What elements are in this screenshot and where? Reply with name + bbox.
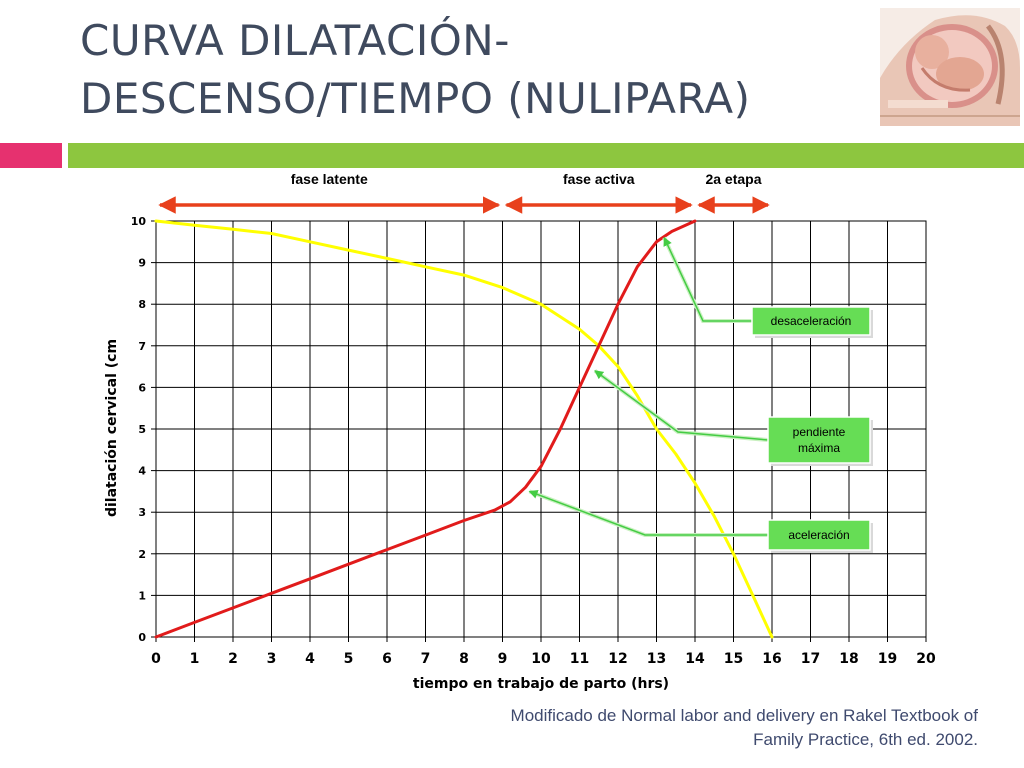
x-tick-label: 14 (685, 651, 705, 667)
acceleration-callout-arrow (528, 490, 768, 536)
x-tick-label: 12 (608, 651, 627, 667)
x-tick-label: 3 (267, 651, 277, 667)
y-tick-label: 0 (138, 631, 146, 644)
y-axis-title: dilatación cervical (cm (104, 339, 120, 517)
acceleration-callout-label-line: aceleración (788, 528, 849, 542)
y-tick-label: 4 (138, 465, 146, 478)
y-tick-label: 2 (138, 548, 146, 561)
acceleration-callout-label: aceleración (788, 528, 849, 542)
phase-label: 2a etapa (705, 171, 761, 187)
x-tick-label: 4 (305, 651, 315, 667)
x-tick-label: 10 (531, 651, 551, 667)
deceleration-callout-arrow (663, 236, 752, 322)
x-tick-label: 2 (228, 651, 238, 667)
x-tick-label: 5 (344, 651, 354, 667)
phase-label: fase activa (563, 171, 635, 187)
x-tick-label: 18 (839, 651, 858, 667)
x-tick-label: 13 (647, 651, 666, 667)
accent-bar-green (68, 143, 1024, 168)
y-tick-label: 5 (138, 423, 146, 436)
pregnancy-illustration (880, 8, 1020, 126)
x-tick-label: 0 (151, 651, 161, 667)
accent-bar-pink (0, 143, 62, 168)
y-tick-label: 6 (138, 381, 146, 394)
series (154, 219, 774, 639)
phase-arrows: fase latente fase activa 2a etapa (158, 171, 770, 214)
x-tick-label: 17 (801, 651, 820, 667)
deceleration-callout-label-line: desaceleración (771, 314, 852, 328)
deceleration-callout-label: desaceleración (771, 314, 852, 328)
source-line-1: Modificado de Normal labor and delivery … (510, 706, 978, 725)
phase-label: fase latente (291, 171, 368, 187)
axes: 0 1 2 3 4 5 6 7 8 9 10 11 12 13 14 15 16 17 18 19 2001234567… (131, 215, 936, 667)
x-tick-label: 20 (916, 651, 936, 667)
y-tick-label: 1 (138, 589, 146, 602)
max-slope-callout-label: pendiente máxima (793, 425, 846, 455)
x-tick-label: 7 (421, 651, 431, 667)
max-slope-callout-label-line: máxima (798, 441, 840, 455)
max-slope-callout-label-line: pendiente (793, 425, 846, 439)
y-tick-label: 9 (138, 257, 146, 270)
slide-title-line-2: DESCENSO/TIEMPO (NULIPARA) (80, 74, 751, 123)
x-tick-label: 16 (762, 651, 781, 667)
x-tick-label: 9 (498, 651, 508, 667)
source-line-2: Family Practice, 6th ed. 2002. (753, 730, 978, 749)
y-tick-label: 10 (131, 215, 147, 228)
deceleration-callout-box (751, 306, 871, 336)
x-tick-label: 19 (878, 651, 897, 667)
y-tick-label: 3 (138, 506, 146, 519)
max-slope-callout-box (767, 416, 871, 464)
x-tick-label: 15 (724, 651, 743, 667)
x-tick-label: 6 (382, 651, 392, 667)
x-tick-label: 1 (190, 651, 200, 667)
x-tick-label: 11 (570, 651, 589, 667)
descent-curve (154, 219, 774, 639)
y-tick-label: 7 (138, 340, 146, 353)
slide-title: CURVA DILATACIÓN- DESCENSO/TIEMPO (NULIP… (80, 12, 751, 128)
callouts: desaceleración pendiente máxima aceleración (528, 236, 873, 553)
x-axis-title: tiempo en trabajo de parto (hrs) (413, 676, 669, 692)
source-citation: Modificado de Normal labor and delivery … (378, 704, 978, 752)
dilation-curve (154, 219, 697, 639)
max-slope-callout-arrow (594, 370, 769, 441)
y-tick-label: 8 (138, 298, 146, 311)
acceleration-callout-box (767, 519, 871, 551)
slide-title-line-1: CURVA DILATACIÓN- (80, 16, 510, 65)
x-tick-label: 8 (459, 651, 469, 667)
